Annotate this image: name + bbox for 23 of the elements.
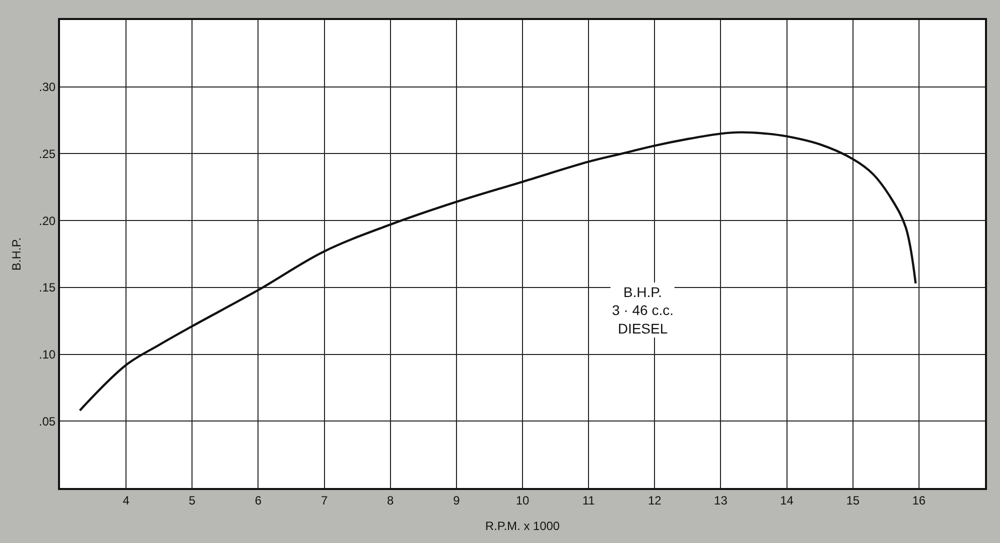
y-tick-label: .10 — [38, 347, 56, 362]
x-tick-label: 10 — [516, 493, 530, 508]
x-tick-label: 4 — [122, 493, 130, 508]
x-tick-label: 11 — [582, 493, 596, 508]
x-axis-title: R.P.M. x 1000 — [485, 518, 560, 533]
y-tick-label: .25 — [38, 146, 56, 161]
x-tick-label: 6 — [254, 493, 262, 508]
x-tick-label: 14 — [780, 493, 794, 508]
y-axis-title: B.H.P. — [10, 237, 24, 271]
x-tick-label: 9 — [453, 493, 460, 508]
x-tick-label: 7 — [320, 493, 328, 508]
y-tick-label: .15 — [38, 280, 56, 295]
line-series — [78, 131, 917, 412]
x-tick-label: 8 — [387, 493, 394, 508]
x-tick-label: 5 — [188, 493, 196, 508]
x-tick-label: 16 — [912, 493, 926, 508]
x-tick-label: 15 — [846, 493, 860, 508]
annotation: B.H.P. 3 · 46 c.c. DIESEL — [612, 284, 674, 336]
y-tick-label: .20 — [38, 214, 56, 228]
x-tick-label: 12 — [648, 493, 662, 508]
y-tick-label: .05 — [38, 414, 56, 428]
x-tick-label: 13 — [714, 493, 728, 508]
y-tick-label: .30 — [38, 80, 56, 94]
